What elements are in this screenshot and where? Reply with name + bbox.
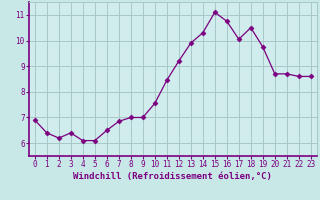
X-axis label: Windchill (Refroidissement éolien,°C): Windchill (Refroidissement éolien,°C) bbox=[73, 172, 272, 181]
